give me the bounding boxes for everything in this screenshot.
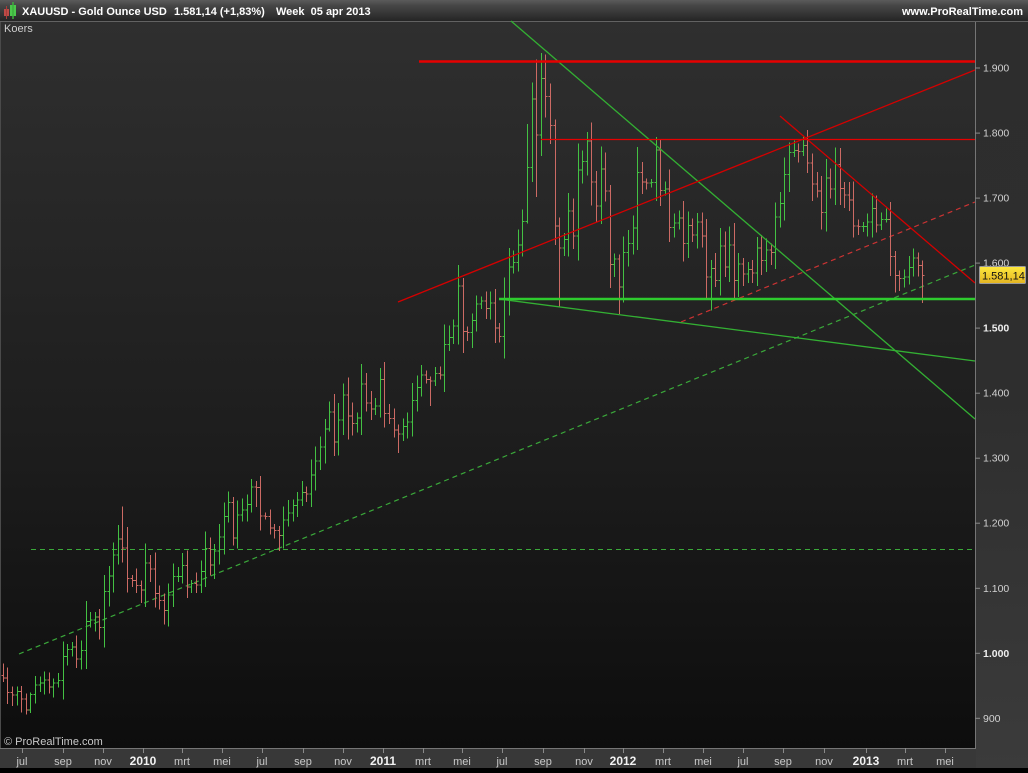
svg-text:mrt: mrt xyxy=(655,756,671,768)
svg-text:XAUUSD - Gold Ounce USD: XAUUSD - Gold Ounce USD xyxy=(22,6,167,18)
svg-text:www.ProRealTime.com: www.ProRealTime.com xyxy=(901,6,1023,18)
svg-text:1.700: 1.700 xyxy=(983,193,1009,205)
svg-text:2012: 2012 xyxy=(610,754,637,768)
svg-text:1.581,14: 1.581,14 xyxy=(982,271,1025,283)
svg-text:nov: nov xyxy=(334,756,352,768)
svg-text:mrt: mrt xyxy=(174,756,190,768)
svg-text:1.200: 1.200 xyxy=(983,518,1009,530)
svg-text:nov: nov xyxy=(94,756,112,768)
svg-text:1.100: 1.100 xyxy=(983,583,1009,595)
svg-text:mrt: mrt xyxy=(897,756,913,768)
svg-text:Koers: Koers xyxy=(4,23,33,35)
svg-text:2011: 2011 xyxy=(370,754,396,768)
svg-text:© ProRealTime.com: © ProRealTime.com xyxy=(4,736,103,748)
svg-text:sep: sep xyxy=(534,756,552,768)
svg-text:jul: jul xyxy=(15,756,27,768)
svg-text:1.400: 1.400 xyxy=(983,388,1009,400)
svg-text:mei: mei xyxy=(694,756,712,768)
svg-text:nov: nov xyxy=(575,756,593,768)
svg-text:Week 05 apr 2013: Week 05 apr 2013 xyxy=(276,6,371,18)
svg-text:mei: mei xyxy=(936,756,954,768)
svg-text:1.000: 1.000 xyxy=(983,648,1009,660)
svg-text:1.800: 1.800 xyxy=(983,128,1009,140)
svg-text:1.500: 1.500 xyxy=(983,323,1009,335)
svg-text:sep: sep xyxy=(774,756,792,768)
svg-text:nov: nov xyxy=(815,756,833,768)
svg-text:1.581,14 (+1,83%): 1.581,14 (+1,83%) xyxy=(174,6,265,18)
svg-text:jul: jul xyxy=(736,756,748,768)
svg-text:2013: 2013 xyxy=(853,754,880,768)
svg-text:2010: 2010 xyxy=(130,754,157,768)
svg-text:900: 900 xyxy=(983,713,1001,725)
svg-text:1.900: 1.900 xyxy=(983,63,1009,75)
svg-text:mrt: mrt xyxy=(415,756,431,768)
svg-text:sep: sep xyxy=(54,756,72,768)
svg-text:jul: jul xyxy=(495,756,507,768)
svg-text:1.300: 1.300 xyxy=(983,453,1009,465)
svg-text:sep: sep xyxy=(294,756,312,768)
svg-text:mei: mei xyxy=(213,756,231,768)
svg-text:mei: mei xyxy=(453,756,471,768)
svg-text:jul: jul xyxy=(255,756,267,768)
